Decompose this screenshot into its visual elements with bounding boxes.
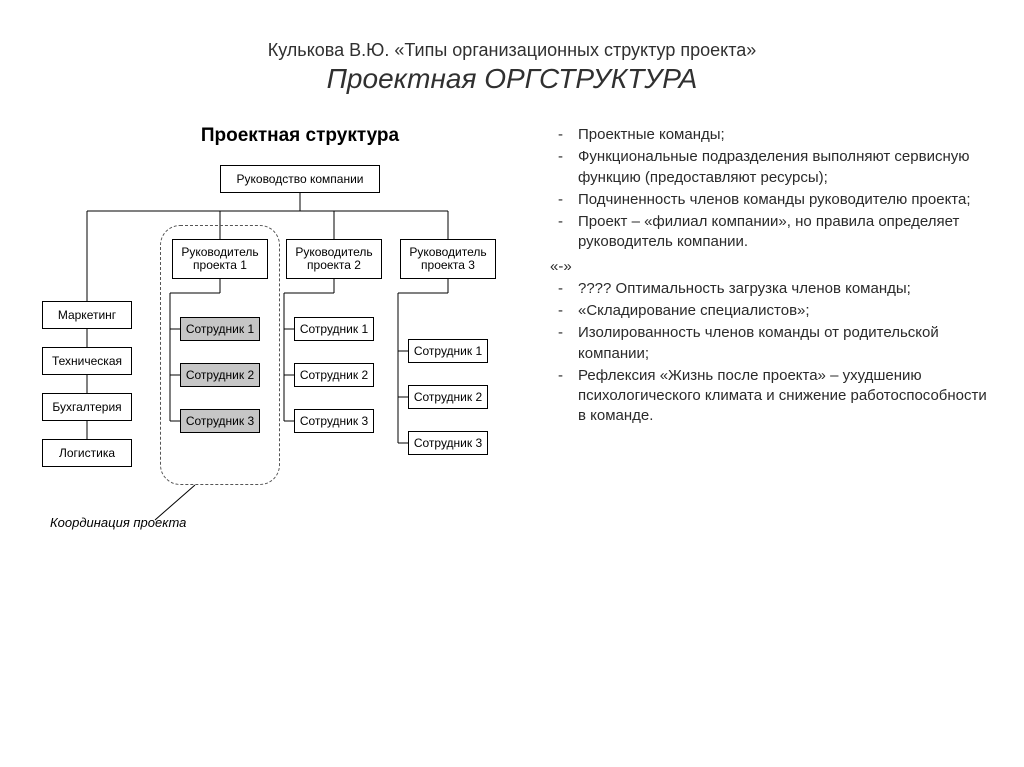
org-box: Руководство компании	[220, 165, 380, 193]
bullet-item: Проектные команды;	[550, 125, 994, 145]
bullet-item: Проект – «филиал компании», но правила о…	[550, 212, 994, 253]
org-diagram: Проектная структура Координация проекта …	[30, 125, 530, 625]
org-box: Сотрудник 1	[180, 317, 260, 341]
description-text: Проектные команды;Функциональные подразд…	[550, 125, 994, 625]
org-box: Сотрудник 2	[180, 363, 260, 387]
slide-header: Кулькова В.Ю. «Типы организационных стру…	[30, 40, 994, 95]
org-box: Сотрудник 1	[294, 317, 374, 341]
org-box: Сотрудник 3	[408, 431, 488, 455]
header-author-line: Кулькова В.Ю. «Типы организационных стру…	[30, 40, 994, 61]
bullet-item: Функциональные подразделения выполняют с…	[550, 147, 994, 188]
header-title: Проектная ОРГСТРУКТУРА	[30, 63, 994, 95]
org-box: Руководительпроекта 3	[400, 239, 496, 279]
org-box: Сотрудник 2	[408, 385, 488, 409]
bullet-item: Подчиненность членов команды руководител…	[550, 190, 994, 210]
org-box: Логистика	[42, 439, 132, 467]
bullet-item: Рефлексия «Жизнь после проекта» – ухудше…	[550, 366, 994, 427]
bullet-item: Изолированность членов команды от родите…	[550, 323, 994, 364]
bullets-bottom: ???? Оптимальность загрузка членов коман…	[550, 279, 994, 427]
minus-header: «-»	[550, 257, 994, 277]
org-box: Руководительпроекта 1	[172, 239, 268, 279]
org-box: Маркетинг	[42, 301, 132, 329]
diagram-title: Проектная структура	[170, 125, 430, 147]
org-box: Сотрудник 1	[408, 339, 488, 363]
coordination-label: Координация проекта	[50, 515, 186, 530]
org-box: Сотрудник 2	[294, 363, 374, 387]
connector-lines	[30, 125, 530, 625]
org-box: Бухгалтерия	[42, 393, 132, 421]
content-row: Проектная структура Координация проекта …	[30, 125, 994, 625]
bullet-item: «Складирование специалистов»;	[550, 301, 994, 321]
org-box: Сотрудник 3	[294, 409, 374, 433]
bullet-item: ???? Оптимальность загрузка членов коман…	[550, 279, 994, 299]
org-box: Руководительпроекта 2	[286, 239, 382, 279]
org-box: Сотрудник 3	[180, 409, 260, 433]
bullets-top: Проектные команды;Функциональные подразд…	[550, 125, 994, 253]
org-box: Техническая	[42, 347, 132, 375]
